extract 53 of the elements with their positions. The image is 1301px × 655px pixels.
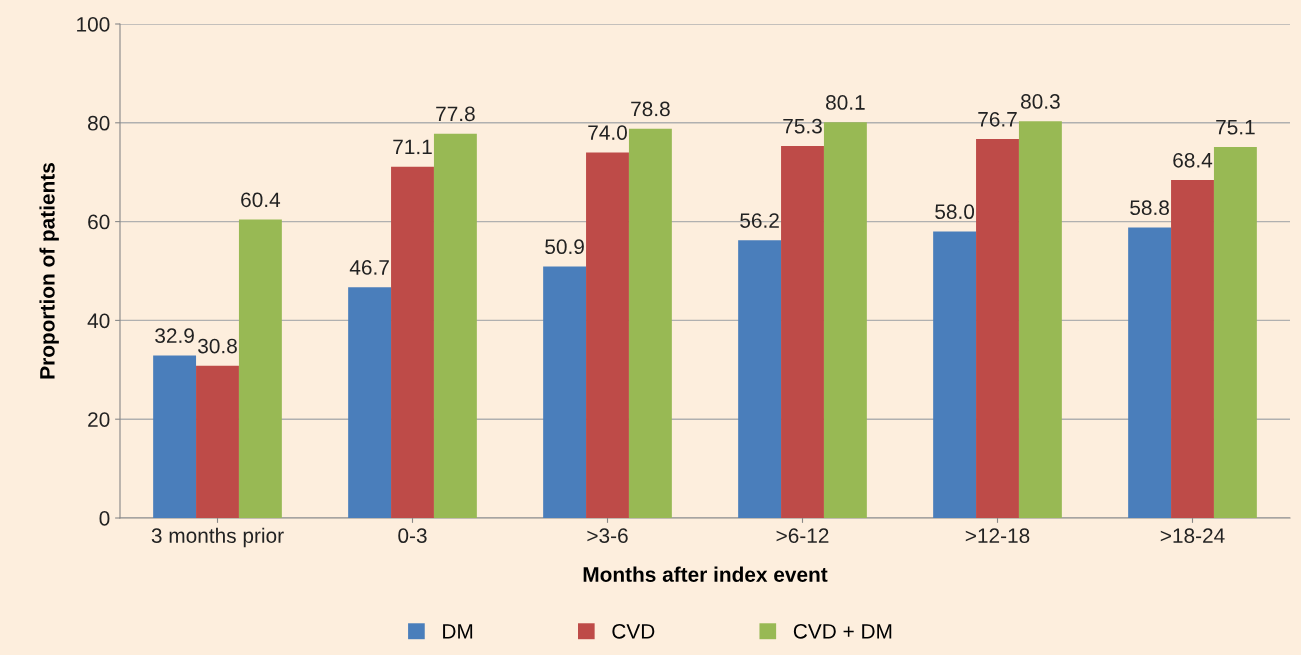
legend-label: CVD + DM (793, 623, 892, 639)
data-label: 30.8 (198, 338, 237, 354)
bar (976, 139, 1019, 518)
data-label: 75.1 (1216, 120, 1255, 135)
data-label: 78.8 (631, 101, 670, 117)
bar (153, 355, 197, 518)
y-tick-label: 100 (77, 17, 110, 32)
data-label: 46.7 (349, 260, 389, 275)
bar (348, 287, 392, 518)
bar (823, 122, 867, 518)
bar (1018, 121, 1062, 518)
data-label: 68.4 (1173, 152, 1213, 168)
data-label: 56.2 (740, 213, 779, 228)
bar (543, 266, 587, 518)
x-tick-label: >18-24 (1160, 528, 1225, 544)
data-label: 71.1 (393, 139, 432, 155)
x-tick-label: 0-3 (398, 528, 427, 544)
x-tick-label: >6-12 (776, 528, 829, 544)
data-label: 50.9 (545, 239, 584, 255)
bar (238, 219, 282, 518)
bar (738, 240, 782, 518)
bar (781, 146, 824, 518)
bar (1128, 227, 1172, 518)
y-tick-label: 20 (88, 412, 110, 427)
data-label: 32.9 (155, 328, 194, 344)
x-tick-label: >3-6 (587, 528, 628, 544)
bar (433, 133, 477, 518)
data-label: 60.4 (241, 192, 281, 208)
bar (933, 231, 977, 518)
data-label: 58.0 (935, 204, 975, 220)
y-tick-label: 60 (88, 214, 110, 230)
data-label: 74.0 (588, 125, 627, 140)
bar (628, 128, 672, 518)
bar (586, 152, 629, 518)
x-axis-title: Months after index event (583, 566, 828, 582)
data-label: 80.1 (826, 95, 865, 110)
legend-label: DM (443, 624, 473, 639)
bar (196, 365, 239, 518)
x-tick-label: >12-18 (965, 528, 1030, 544)
y-axis-title: Proportion of patients (39, 163, 59, 379)
bar (1213, 147, 1257, 518)
data-label: 77.8 (436, 106, 475, 122)
bar (1171, 180, 1214, 518)
data-label: 80.3 (1021, 94, 1060, 109)
y-tick-label: 40 (87, 313, 110, 329)
y-tick-label: 0 (99, 511, 110, 526)
y-tick-label: 80 (88, 115, 110, 131)
legend-label: CVD (612, 623, 655, 639)
data-label: 58.8 (1130, 200, 1169, 216)
data-label: 76.7 (978, 111, 1017, 127)
data-label: 75.3 (783, 118, 822, 134)
x-tick-label: 3 months prior (151, 527, 284, 548)
bar (391, 166, 434, 518)
